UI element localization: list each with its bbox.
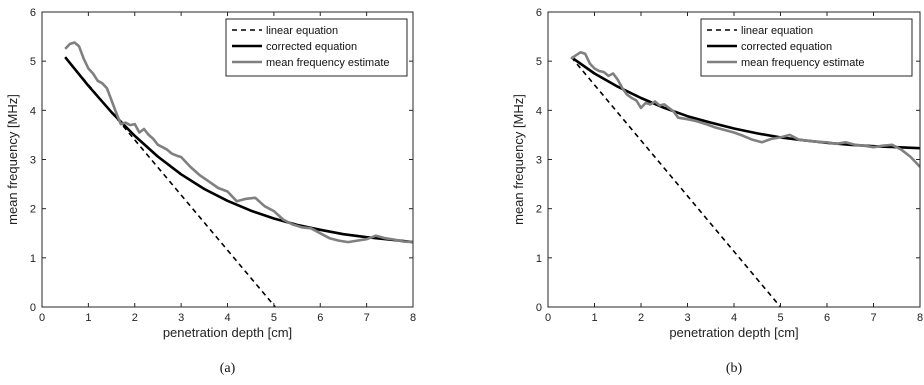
y-tick-label: 4 [30,105,36,117]
x-tick-label: 3 [684,312,690,324]
x-tick-label: 2 [132,312,138,324]
y-tick-label: 2 [30,204,36,216]
legend-box [225,18,408,77]
panel-caption: (b) [726,361,743,376]
legend: linear equation corrected equation mean fr… [700,18,913,77]
legend-label: mean frequency estimate [741,57,865,69]
x-tick-label: 0 [39,312,45,324]
y-tick-label: 5 [30,56,36,68]
x-tick-label: 6 [824,312,830,324]
legend-label: mean frequency estimate [266,57,390,69]
series-group [64,41,413,307]
chart-panel-a: 0 1 2 3 4 5 6 7 8 0 1 2 3 4 5 6 penetration depth [cm] me… [5,7,416,376]
y-tick-label: 6 [536,7,542,19]
x-tick-label: 5 [777,312,783,324]
y-tick-label: 1 [30,253,36,265]
x-axis-label: penetration depth [cm] [669,325,798,340]
x-tick-label: 1 [591,312,597,324]
legend-label: corrected equation [741,41,832,53]
legend: linear equation corrected equation mean fr… [225,18,408,77]
series-group [570,50,920,307]
x-tick-label: 7 [364,312,370,324]
series-line-linear-equation [570,56,782,307]
series-line-mean-frequency-estimate [570,50,920,168]
x-tick-label: 3 [178,312,184,324]
legend-label: corrected equation [266,41,357,53]
legend-label: linear equation [266,25,338,37]
legend-label: linear equation [741,25,813,37]
x-tick-label: 5 [271,312,277,324]
y-tick-label: 3 [30,155,36,167]
x-tick-label: 2 [638,312,644,324]
x-tick-label: 8 [917,312,923,324]
x-tick-label: 1 [85,312,91,324]
x-tick-label: 4 [224,312,230,324]
series-line-mean-frequency-estimate [64,41,413,244]
y-tick-label: 0 [536,302,542,314]
y-tick-label: 1 [536,253,542,265]
y-tick-label: 0 [30,302,36,314]
y-tick-label: 3 [536,155,542,167]
chart-panel-b: 0 1 2 3 4 5 6 7 8 0 1 2 3 4 5 6 penetration depth [cm] me… [511,7,923,376]
y-tick-label: 5 [536,56,542,68]
y-tick-label: 4 [536,105,542,117]
x-tick-label: 7 [870,312,876,324]
y-axis-label: mean frequency [MHz] [5,94,20,225]
y-tick-label: 2 [536,204,542,216]
y-tick-label: 6 [30,7,36,19]
series-line-corrected-equation [64,56,413,244]
y-axis-label: mean frequency [MHz] [511,94,526,225]
legend-box [700,18,913,77]
x-tick-label: 6 [317,312,323,324]
x-axis-label: penetration depth [cm] [163,325,292,340]
x-tick-label: 8 [410,312,416,324]
panel-caption: (a) [220,361,236,376]
x-tick-label: 0 [545,312,551,324]
x-tick-label: 4 [731,312,737,324]
